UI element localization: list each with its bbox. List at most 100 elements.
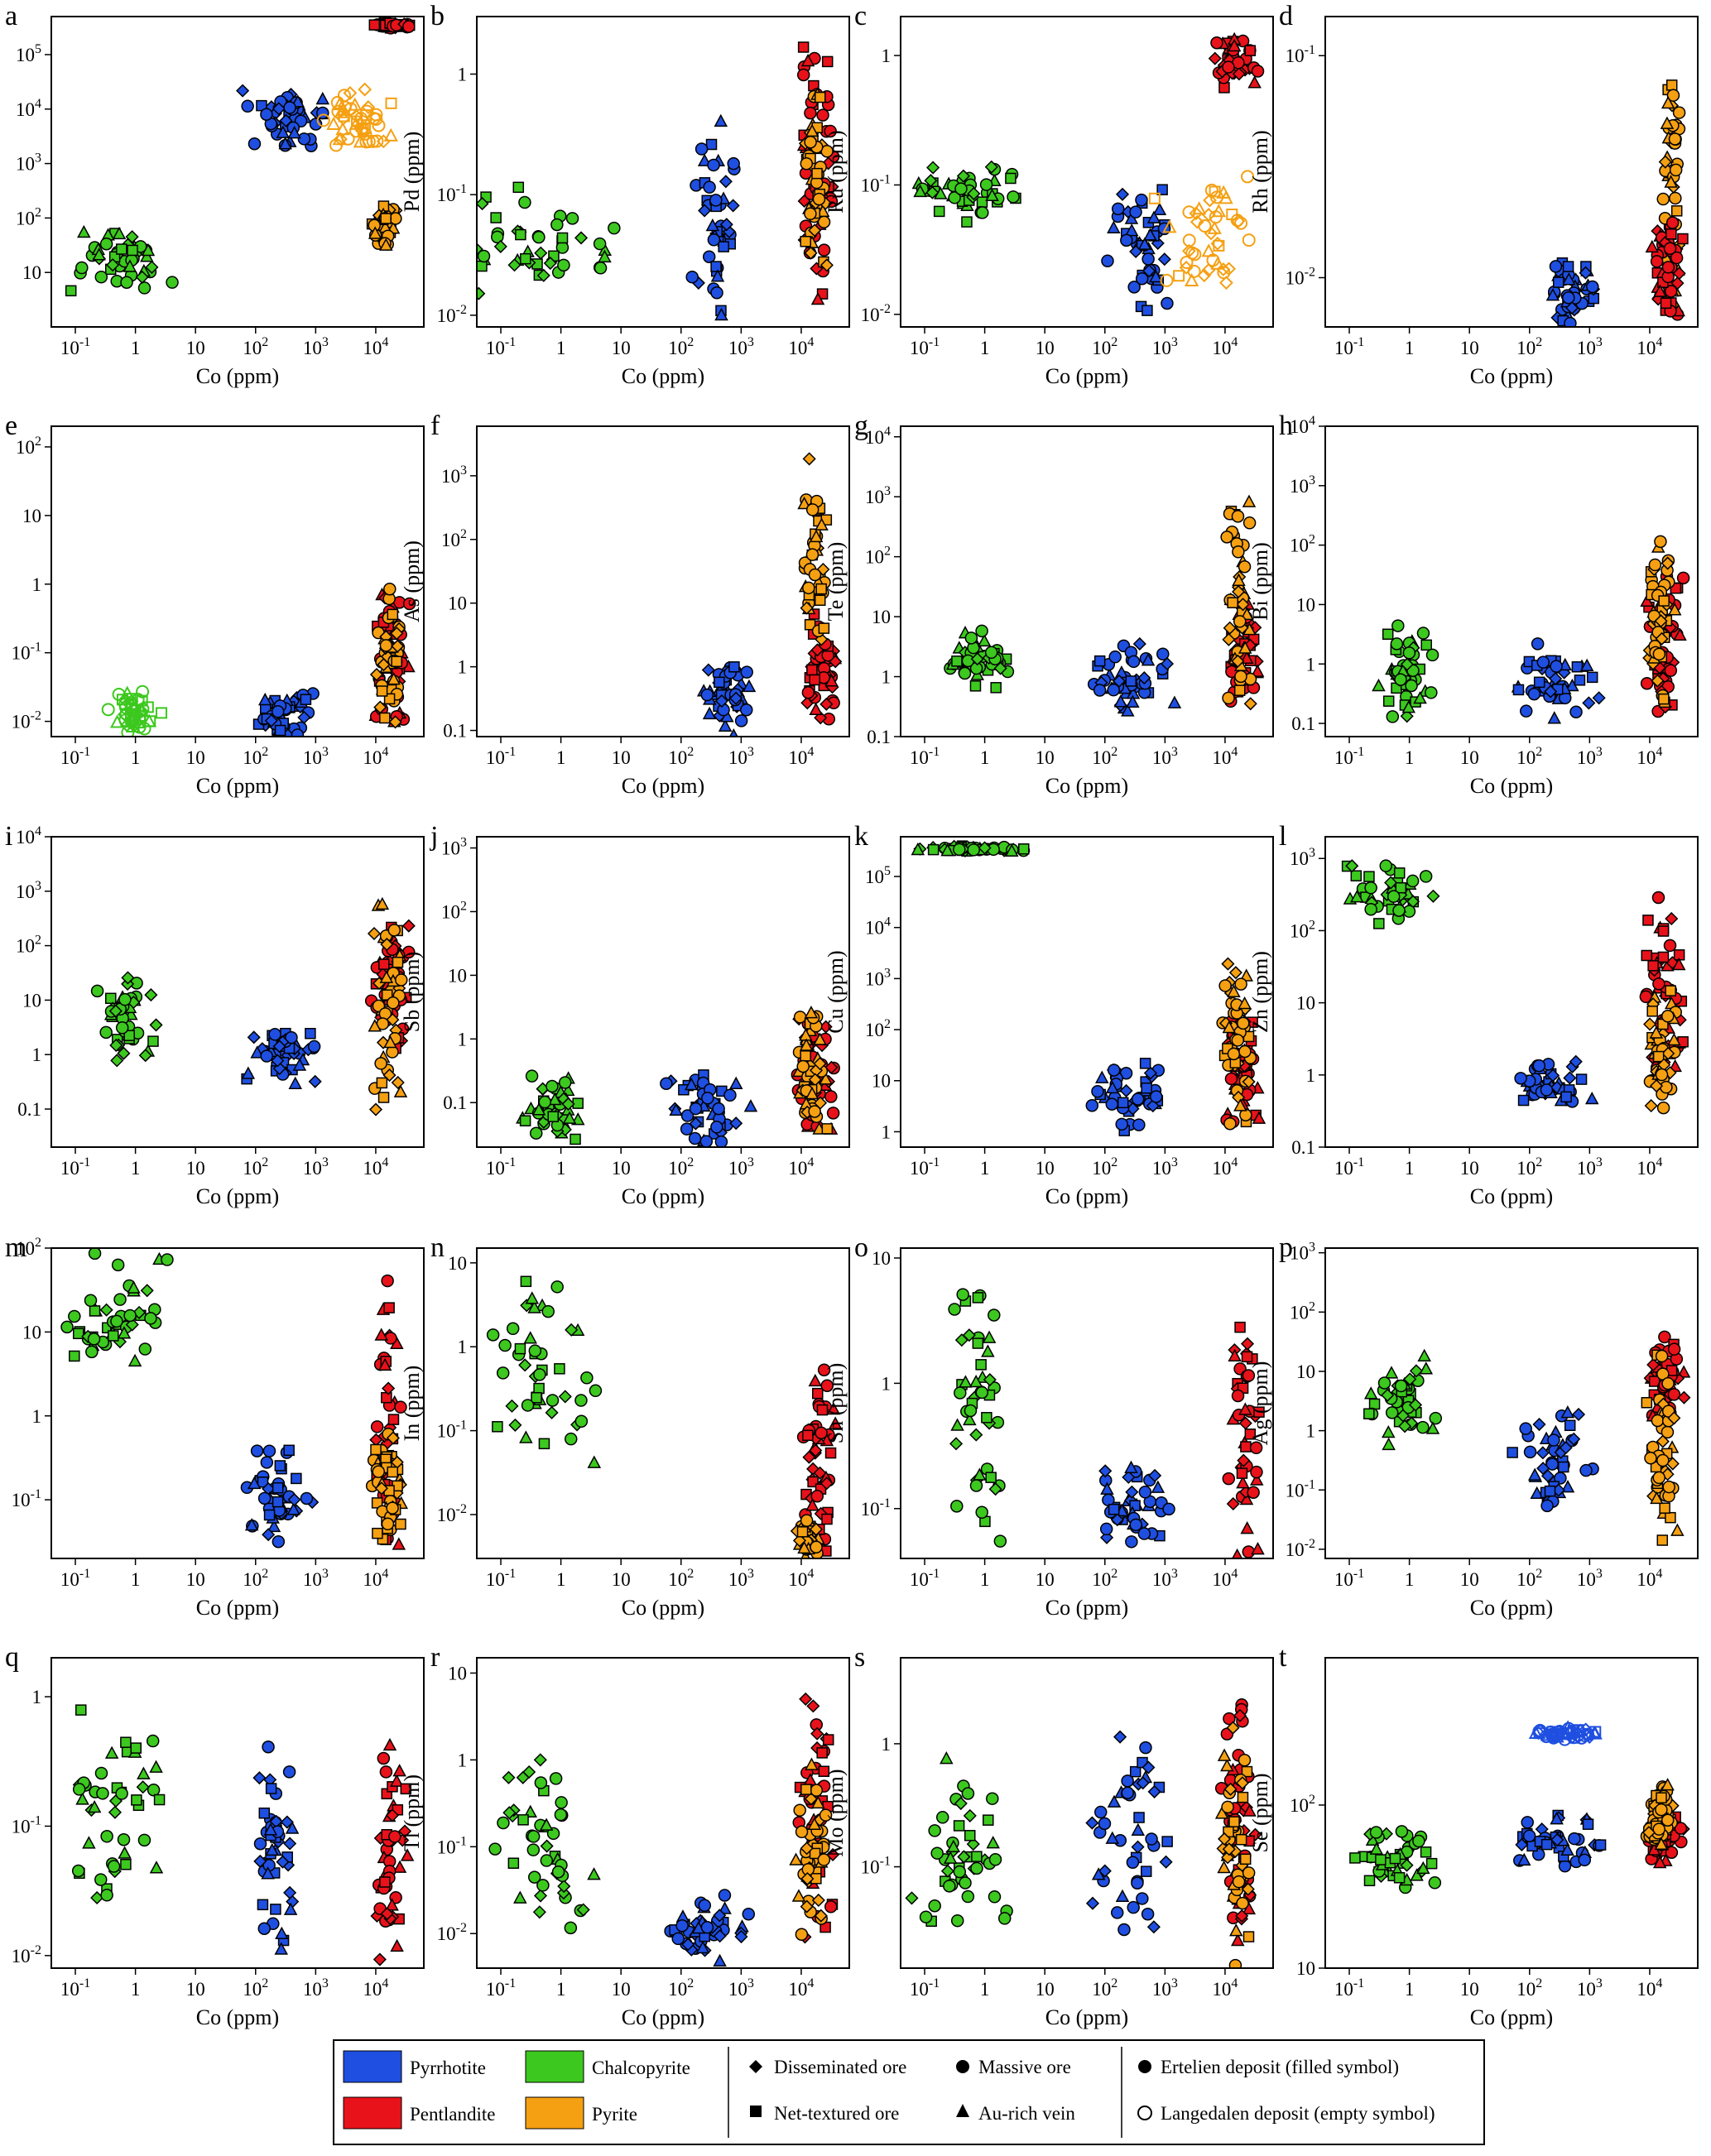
point-pyrite [818, 622, 830, 634]
point-chalcopyrite [968, 1374, 983, 1388]
y-tick-label: 104 [1290, 414, 1315, 437]
x-tick-label: 102 [243, 745, 268, 768]
point-pyrrhotite [1592, 691, 1606, 705]
y-tick-label: 10-2 [1286, 1537, 1315, 1560]
x-tick-label: 104 [1212, 745, 1238, 768]
point-chalcopyrite [111, 1258, 125, 1272]
x-tick-label: 10 [186, 747, 205, 768]
point-pyrrhotite [275, 1926, 289, 1940]
y-tick-label: 10 [22, 262, 41, 283]
plot-frame [476, 1247, 850, 1559]
point-chalcopyrite [545, 1405, 559, 1419]
point-pentlandite [796, 68, 810, 82]
point-chalcopyrite [961, 216, 973, 228]
point-pyrrhotite [1093, 684, 1107, 697]
point-pyrite [358, 82, 372, 97]
panel-i: i 10-1 1 10 102 103 104 Co (ppm) 0.1 1 10 102 103 104… [5, 821, 425, 1208]
x-tick-label: 10-1 [60, 745, 90, 768]
point-pyrrhotite [695, 1940, 710, 1954]
point-chalcopyrite [513, 1890, 527, 1904]
point-pyrite [809, 1522, 823, 1536]
point-pyrrhotite [1095, 1070, 1109, 1083]
point-chalcopyrite [149, 1018, 163, 1032]
y-axis-label: Ru (ppm) [824, 130, 848, 213]
x-tick-label: 1 [131, 1979, 141, 2000]
point-pyrrhotite [709, 194, 723, 207]
plot-frame [50, 425, 425, 737]
point-chalcopyrite [549, 1772, 563, 1785]
point-chalcopyrite [988, 1853, 1002, 1866]
point-chalcopyrite [977, 633, 992, 647]
point-pyrite [802, 452, 816, 466]
point-pentlandite [806, 1699, 820, 1713]
point-chalcopyrite [950, 1914, 964, 1928]
point-pyrrhotite [1507, 1447, 1518, 1458]
y-tick-label: 10 [1296, 594, 1315, 615]
point-pyrite [1644, 1451, 1657, 1465]
point-chalcopyrite [104, 1745, 119, 1759]
point-pyrrhotite [291, 728, 305, 737]
point-pyrite [1236, 1896, 1249, 1910]
point-chalcopyrite [1413, 690, 1427, 704]
x-tick-label: 102 [1516, 745, 1542, 768]
y-tick-label: 10-1 [12, 1487, 41, 1510]
point-pyrrhotite [713, 1909, 727, 1923]
point-pyrrhotite [1093, 655, 1106, 667]
x-tick-label: 104 [1212, 335, 1238, 358]
point-chalcopyrite [574, 1394, 588, 1407]
x-tick-label: 103 [1152, 335, 1178, 358]
point-pyrite [385, 97, 397, 109]
point-pyrite [1223, 1116, 1237, 1131]
point-chalcopyrite [1382, 1424, 1396, 1438]
point-pyrrhotite [718, 718, 733, 732]
legend-label-ertelien: Ertelien deposit (filled symbol) [1161, 2057, 1399, 2077]
point-pyrrhotite [1093, 1805, 1108, 1819]
point-chalcopyrite [1419, 870, 1433, 883]
point-chalcopyrite [950, 1500, 964, 1513]
point-chalcopyrite [543, 256, 557, 271]
point-chalcopyrite [71, 1864, 85, 1878]
legend-label-langedalen: Langedalen deposit (empty symbol) [1161, 2103, 1435, 2124]
point-pyrite [379, 970, 394, 983]
point-pyrite [1648, 558, 1662, 572]
point-pyrite [1182, 233, 1196, 247]
point-pyrite [1238, 1753, 1252, 1767]
y-tick-label: 1 [458, 65, 468, 85]
point-pyrite [800, 1784, 812, 1795]
point-pentlandite [809, 1443, 823, 1457]
point-pyrite [1201, 243, 1216, 257]
y-tick-label: 102 [441, 527, 467, 550]
x-tick-label: 1 [556, 1158, 566, 1179]
point-pyrrhotite [699, 1135, 714, 1147]
x-tick-label: 103 [728, 1155, 754, 1179]
point-chalcopyrite [961, 1787, 975, 1800]
point-pyrrhotite [1562, 261, 1574, 272]
point-pentlandite [1240, 1521, 1254, 1534]
point-chalcopyrite [493, 239, 507, 253]
point-pyrrhotite [265, 1783, 277, 1794]
point-pyrrhotite [1156, 184, 1168, 195]
x-tick-label: 103 [1152, 1567, 1178, 1590]
point-pyrrhotite [258, 1807, 271, 1819]
point-chalcopyrite [985, 188, 999, 201]
point-chalcopyrite [948, 191, 961, 204]
point-pyrrhotite [726, 199, 740, 213]
point-pyrite [796, 1526, 809, 1538]
point-pyrrhotite [257, 1922, 272, 1936]
y-tick-label: 1 [882, 1373, 892, 1394]
point-chalcopyrite [134, 703, 149, 718]
point-pyrite [1667, 1032, 1681, 1046]
point-chalcopyrite [576, 1903, 590, 1917]
point-pyrite [821, 1123, 834, 1135]
x-tick-label: 103 [1577, 1155, 1603, 1179]
point-pyrite [802, 581, 815, 595]
point-pyrite [1646, 1006, 1658, 1017]
point-pyrrhotite [1574, 675, 1586, 686]
x-tick-label: 102 [243, 1976, 268, 2000]
point-chalcopyrite [1400, 1858, 1414, 1872]
point-chalcopyrite [986, 1792, 999, 1805]
panel-e: e 10-1 1 10 102 103 104 Co (ppm) 10-2 10-1 1 10 102 A… [5, 411, 425, 798]
point-pyrrhotite [1567, 1432, 1581, 1446]
point-pentlandite [385, 1898, 399, 1911]
point-chalcopyrite [1381, 1388, 1395, 1402]
